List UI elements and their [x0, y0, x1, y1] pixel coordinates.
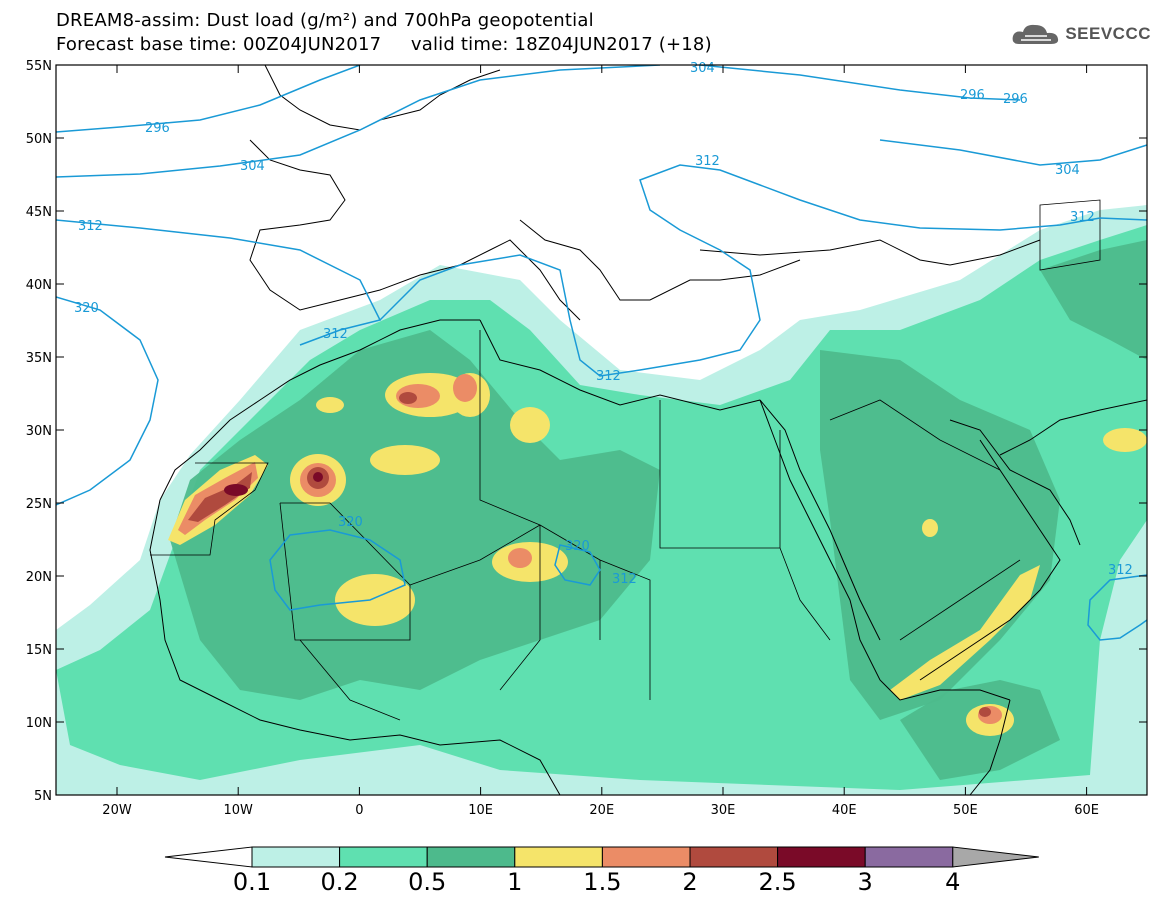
colorbar-label: 1	[507, 868, 523, 896]
seevccc-logo: SEEVCCC	[1011, 22, 1151, 46]
colorbar-swatch	[426, 846, 516, 868]
colorbar-label: 1.5	[583, 868, 622, 896]
colorbar-swatch	[601, 846, 691, 868]
logo-text: SEEVCCC	[1065, 24, 1151, 43]
lat-tick-label: 50N	[26, 132, 52, 147]
contour-label: 320	[565, 539, 590, 554]
dust-level-1	[335, 574, 415, 626]
contour-296-east	[699, 65, 1021, 101]
lon-tick-label: 20W	[102, 803, 132, 818]
contour-312-center	[379, 164, 1147, 377]
contour-label: 312	[1070, 210, 1095, 225]
contour-label: 312	[323, 327, 348, 342]
dust-level-1	[890, 565, 1040, 700]
lon-tick-label: 30E	[711, 803, 736, 818]
colorbar-label: 0.5	[408, 868, 447, 896]
contour-label: 296	[145, 121, 170, 136]
lat-tick-label: 55N	[26, 59, 52, 74]
colorbar	[164, 846, 1039, 868]
dust-level-2	[979, 707, 991, 717]
contour-label: 304	[240, 159, 265, 174]
colorbar-swatch	[777, 846, 866, 868]
colorbar-label: 0.2	[320, 868, 359, 896]
lat-tick-label: 20N	[26, 570, 52, 585]
colorbar-label: 3	[857, 868, 873, 896]
contour-label: 320	[338, 515, 363, 530]
dust-level-1	[510, 407, 550, 443]
colorbar-label: 4	[945, 868, 961, 896]
contour-label: 312	[695, 154, 720, 169]
lat-tick-label: 40N	[26, 278, 52, 293]
lon-tick-label: 20E	[589, 803, 614, 818]
lon-axis: 20W 10W 0 10E 20E 30E 40E 50E 60E	[102, 65, 1099, 818]
contour-label: 312	[78, 219, 103, 234]
dust-level-1	[1103, 428, 1147, 452]
contour-label: 296	[1003, 92, 1028, 107]
colorbar-swatch	[689, 846, 779, 868]
lon-tick-label: 0	[355, 803, 363, 818]
lon-tick-label: 10W	[223, 803, 253, 818]
contour-296-west	[56, 65, 361, 133]
lat-axis: 55N 50N 45N 40N 35N 30N 25N 20N 15N 10N 5N	[26, 59, 1147, 804]
dust-level-0.5	[1040, 240, 1147, 360]
contour-label: 304	[1055, 163, 1080, 178]
contour-304-west	[56, 65, 661, 178]
contour-312-west	[56, 219, 382, 346]
contour-label: 312	[1108, 563, 1133, 578]
dust-level-1	[316, 397, 344, 413]
lon-tick-label: 10E	[468, 803, 493, 818]
lat-tick-label: 25N	[26, 497, 52, 512]
cloud-icon	[1012, 24, 1059, 44]
colorbar-swatch	[339, 846, 428, 868]
dust-level-2.5	[224, 484, 248, 496]
contour-320-west	[56, 296, 159, 506]
dust-level-1.5	[508, 548, 532, 568]
dust-level-0.5	[170, 330, 660, 700]
dust-level-1	[922, 519, 938, 537]
dust-field	[56, 205, 1147, 795]
contour-label: 304	[690, 61, 715, 76]
colorbar-label: 2	[682, 868, 698, 896]
dust-level-2	[399, 392, 417, 404]
contour-label: 320	[74, 301, 99, 316]
contour-320-center	[269, 529, 406, 611]
lon-tick-label: 40E	[832, 803, 857, 818]
colorbar-label: 2.5	[758, 868, 797, 896]
contour-label: 296	[960, 88, 985, 103]
colorbar-swatch	[864, 846, 954, 868]
lat-tick-label: 5N	[34, 789, 52, 804]
colorbar-arrow-right	[952, 846, 1039, 868]
colorbar-swatch	[251, 846, 341, 868]
map-subtitle: Forecast base time: 00Z04JUN2017 valid t…	[56, 34, 712, 55]
map-title: DREAM8-assim: Dust load (g/m²) and 700hP…	[56, 10, 594, 31]
lat-tick-label: 45N	[26, 205, 52, 220]
dust-level-1	[370, 445, 440, 475]
lat-tick-label: 30N	[26, 424, 52, 439]
colorbar-label: 0.1	[232, 868, 272, 896]
contour-320-east	[554, 544, 601, 586]
lat-tick-label: 15N	[26, 643, 52, 658]
colorbar-swatch	[514, 846, 603, 868]
country-borders	[150, 199, 1101, 721]
dust-level-2.5	[313, 472, 323, 482]
lat-tick-label: 10N	[26, 716, 52, 731]
coastlines	[149, 65, 1147, 795]
contour-label: 312	[612, 572, 637, 587]
lat-tick-label: 35N	[26, 351, 52, 366]
lon-tick-label: 60E	[1074, 803, 1099, 818]
contour-312-arabian	[1087, 574, 1147, 641]
contour-label: 312	[596, 369, 621, 384]
contour-304-east	[879, 139, 1147, 166]
lon-tick-label: 50E	[953, 803, 978, 818]
geopotential-contours	[56, 65, 1147, 641]
colorbar-arrow-left	[164, 846, 253, 868]
dust-level-1.5	[453, 374, 477, 402]
